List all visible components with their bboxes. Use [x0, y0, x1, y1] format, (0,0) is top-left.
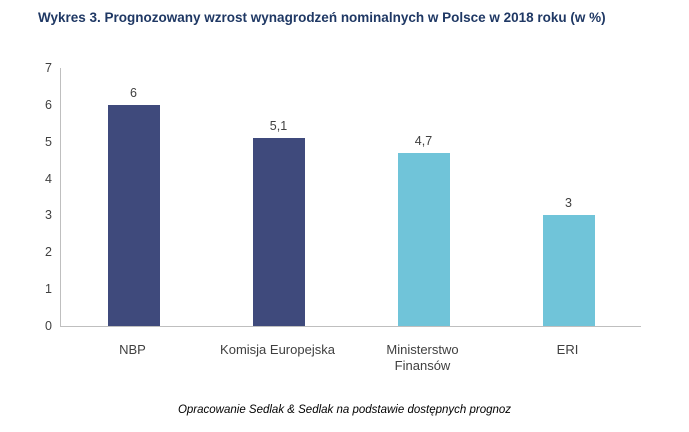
bar-eri: [542, 215, 595, 326]
plot-area: 0 1 2 3 4 5 6 7 6 5,1 4,7 3: [45, 61, 641, 333]
y-axis-tick-label: 7: [45, 61, 52, 75]
source-caption: Opracowanie Sedlak & Sedlak na podstawie…: [177, 404, 512, 416]
y-axis-tick-label: 6: [45, 97, 52, 112]
bar-komisja-europejska: [252, 138, 305, 326]
x-axis-category-label: NBP: [119, 342, 146, 357]
bar-value-label: 4,7: [414, 133, 433, 148]
bar-value-label: 3: [565, 196, 572, 211]
bar-ministerstwo-finans-w: [397, 152, 450, 326]
x-axis-category-label: Komisja Europejska: [220, 342, 335, 357]
y-axis-tick-label: 5: [45, 134, 52, 149]
chart-title: Wykres 3. Prognozowany wzrost wynagrodze…: [38, 10, 606, 25]
bar-nbp: [107, 104, 160, 326]
bar-value-label: 5,1: [269, 119, 288, 134]
y-axis-tick-label: 4: [45, 171, 52, 186]
x-axis-category-label: Ministerstwo Finansów: [386, 342, 459, 374]
x-axis-category-label: ERI: [556, 342, 579, 357]
y-axis-tick-label: 1: [45, 282, 52, 297]
y-axis-tick-label: 3: [45, 208, 52, 223]
y-axis-tick-label: 0: [45, 319, 52, 333]
y-axis-tick-label: 2: [45, 245, 52, 260]
bar-value-label: 6: [130, 85, 137, 100]
